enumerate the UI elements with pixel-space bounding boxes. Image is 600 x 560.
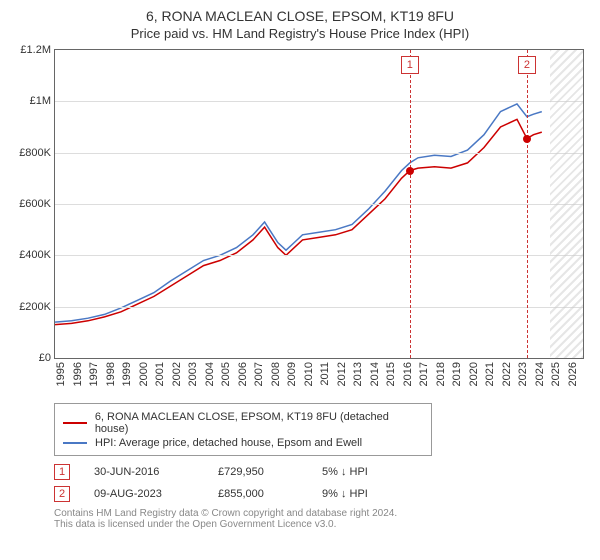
x-axis-label: 2019 [451, 362, 463, 386]
event-marker-badge: 2 [518, 56, 536, 74]
chart-subtitle: Price paid vs. HM Land Registry's House … [10, 26, 590, 41]
y-axis-label: £800K [19, 147, 51, 159]
x-axis-label: 1995 [55, 362, 67, 386]
x-axis-label: 2020 [468, 362, 480, 386]
event-badge-1: 1 [54, 464, 70, 480]
x-axis-label: 2007 [253, 362, 265, 386]
event-table: 1 30-JUN-2016 £729,950 5% ↓ HPI 2 09-AUG… [54, 464, 590, 502]
event-price-2: £855,000 [218, 488, 298, 500]
gridline [55, 153, 583, 154]
legend-item-hpi: HPI: Average price, detached house, Epso… [63, 437, 423, 449]
gridline [55, 255, 583, 256]
event-dot [406, 167, 414, 175]
legend-item-property: 6, RONA MACLEAN CLOSE, EPSOM, KT19 8FU (… [63, 411, 423, 435]
attribution-line-1: Contains HM Land Registry data © Crown c… [54, 508, 590, 519]
x-axis-label: 2012 [336, 362, 348, 386]
event-row-2: 2 09-AUG-2023 £855,000 9% ↓ HPI [54, 486, 590, 502]
x-axis-label: 2005 [220, 362, 232, 386]
attribution-line-2: This data is licensed under the Open Gov… [54, 519, 590, 530]
legend-swatch-property [63, 422, 87, 424]
event-line [527, 50, 528, 358]
event-delta-2: 9% ↓ HPI [322, 488, 368, 500]
x-axis-label: 1998 [105, 362, 117, 386]
plot-area: £0£200K£400K£600K£800K£1M£1.2M1995199619… [54, 49, 584, 359]
x-axis-label: 2000 [138, 362, 150, 386]
y-axis-label: £400K [19, 249, 51, 261]
event-delta-1: 5% ↓ HPI [322, 466, 368, 478]
event-row-1: 1 30-JUN-2016 £729,950 5% ↓ HPI [54, 464, 590, 480]
x-axis-label: 2023 [517, 362, 529, 386]
x-axis-label: 2017 [418, 362, 430, 386]
y-axis-label: £600K [19, 198, 51, 210]
x-axis-label: 2010 [303, 362, 315, 386]
x-axis-label: 2014 [369, 362, 381, 386]
event-dot [523, 135, 531, 143]
x-axis-label: 2021 [484, 362, 496, 386]
forecast-region [550, 50, 583, 358]
legend-swatch-hpi [63, 442, 87, 444]
x-axis-label: 1997 [88, 362, 100, 386]
series-property [55, 119, 542, 324]
x-axis-label: 2025 [550, 362, 562, 386]
x-axis-label: 2006 [237, 362, 249, 386]
legend-label-property: 6, RONA MACLEAN CLOSE, EPSOM, KT19 8FU (… [95, 411, 423, 435]
x-axis-label: 2003 [187, 362, 199, 386]
x-axis-label: 2013 [352, 362, 364, 386]
x-axis-label: 1996 [72, 362, 84, 386]
x-axis-label: 2016 [402, 362, 414, 386]
event-price-1: £729,950 [218, 466, 298, 478]
event-date-2: 09-AUG-2023 [94, 488, 194, 500]
x-axis-label: 2024 [534, 362, 546, 386]
y-axis-label: £0 [39, 352, 51, 364]
x-axis-label: 2008 [270, 362, 282, 386]
x-axis-label: 2004 [204, 362, 216, 386]
gridline [55, 101, 583, 102]
gridline [55, 307, 583, 308]
x-axis-label: 2022 [501, 362, 513, 386]
event-line [410, 50, 411, 358]
x-axis-label: 1999 [121, 362, 133, 386]
x-axis-label: 2011 [319, 362, 331, 386]
event-badge-2: 2 [54, 486, 70, 502]
y-axis-label: £1.2M [20, 44, 51, 56]
legend: 6, RONA MACLEAN CLOSE, EPSOM, KT19 8FU (… [54, 403, 432, 456]
event-marker-badge: 1 [401, 56, 419, 74]
x-axis-label: 2026 [567, 362, 579, 386]
chart-container: { "title": "6, RONA MACLEAN CLOSE, EPSOM… [0, 0, 600, 536]
y-axis-label: £1M [30, 95, 51, 107]
x-axis-label: 2001 [154, 362, 166, 386]
x-axis-label: 2018 [435, 362, 447, 386]
event-date-1: 30-JUN-2016 [94, 466, 194, 478]
x-axis-label: 2009 [286, 362, 298, 386]
series-hpi [55, 104, 542, 322]
chart-title: 6, RONA MACLEAN CLOSE, EPSOM, KT19 8FU [10, 8, 590, 24]
y-axis-label: £200K [19, 301, 51, 313]
legend-label-hpi: HPI: Average price, detached house, Epso… [95, 437, 362, 449]
gridline [55, 204, 583, 205]
x-axis-label: 2002 [171, 362, 183, 386]
x-axis-label: 2015 [385, 362, 397, 386]
